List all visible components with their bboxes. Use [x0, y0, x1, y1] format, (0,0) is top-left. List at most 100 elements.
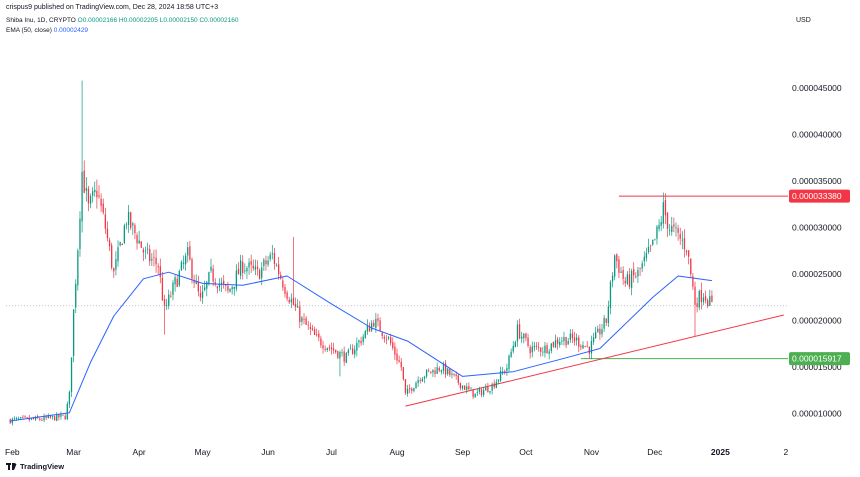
- candle-body: [567, 340, 569, 345]
- symbol-row[interactable]: Shiba Inu, 1D, CRYPTO O0.00002166 H0.000…: [6, 16, 239, 26]
- candle-body: [504, 371, 506, 373]
- candle-body: [472, 389, 474, 397]
- candle-body: [318, 333, 320, 338]
- candle-body: [206, 281, 208, 289]
- candle-body: [677, 228, 679, 233]
- candle-body: [155, 257, 157, 265]
- candle-body: [294, 303, 297, 307]
- candle-body: [590, 341, 593, 354]
- candle-body: [368, 325, 371, 332]
- tradingview-brand[interactable]: TradingView: [6, 462, 64, 471]
- candle-body: [91, 191, 94, 196]
- candle-body: [149, 249, 151, 262]
- candle-body: [89, 196, 92, 204]
- candle-body: [119, 242, 121, 246]
- candle-body: [575, 337, 578, 341]
- candle-body: [707, 300, 709, 307]
- candle-body: [476, 392, 478, 394]
- candle-body: [466, 386, 468, 390]
- candle-body: [597, 328, 599, 333]
- candle-body: [392, 342, 394, 348]
- candle-body: [523, 333, 525, 339]
- candle-body: [358, 340, 360, 343]
- candle-body: [261, 267, 263, 278]
- candle-body: [559, 341, 561, 346]
- candle-body: [140, 241, 142, 248]
- candle-body: [373, 322, 375, 327]
- candle-body: [28, 417, 30, 420]
- candle-body: [165, 305, 168, 307]
- candle-body: [305, 318, 307, 325]
- candle-body: [41, 419, 43, 421]
- x-tick-label: Nov: [584, 447, 600, 457]
- candle-body: [258, 269, 261, 280]
- candle-body: [326, 347, 328, 350]
- resistance-badge-bg: [789, 189, 850, 203]
- currency-label[interactable]: USD: [796, 17, 811, 24]
- candle-body: [49, 415, 52, 418]
- candle-body: [134, 225, 136, 234]
- candle-body: [698, 290, 700, 308]
- ema-row[interactable]: EMA (50, close) 0.00002429: [6, 26, 239, 36]
- y-tick-label: 0.000040000: [792, 130, 842, 140]
- candle-body: [592, 337, 595, 342]
- candle-body: [117, 247, 119, 262]
- y-tick-label: 0.000020000: [792, 316, 842, 326]
- candle-body: [493, 383, 495, 388]
- candle-body: [349, 348, 352, 350]
- candle-body: [533, 345, 536, 348]
- candle-body: [683, 238, 686, 250]
- brand-name: TradingView: [20, 462, 65, 471]
- candle-body: [98, 195, 100, 197]
- candle-body: [83, 170, 85, 193]
- candle-body: [299, 306, 301, 323]
- candle-body: [282, 280, 284, 288]
- candle-body: [548, 351, 550, 354]
- candle-body: [537, 346, 540, 348]
- candle-body: [605, 318, 607, 323]
- candle-body: [123, 225, 126, 243]
- candle-body: [569, 333, 571, 340]
- candle-body: [161, 277, 164, 301]
- candle-body: [354, 349, 356, 355]
- candle-body: [679, 233, 681, 239]
- candle-body: [216, 286, 219, 289]
- y-tick-label: 0.000025000: [792, 269, 842, 279]
- candle-body: [700, 290, 703, 302]
- tradingview-logo-icon: [6, 463, 17, 470]
- support-badge-bg: [789, 352, 850, 366]
- candle-body: [561, 340, 563, 342]
- candle-body: [586, 345, 588, 347]
- candle-body: [664, 200, 667, 216]
- candle-body: [130, 212, 132, 228]
- candle-body: [394, 346, 396, 355]
- candle-body: [267, 260, 269, 265]
- candle-body: [436, 367, 438, 374]
- candle-body: [702, 297, 705, 303]
- candle-body: [106, 228, 109, 239]
- candle-body: [654, 238, 656, 240]
- x-tick-label: May: [195, 447, 212, 457]
- ema-layer: [10, 271, 712, 422]
- candle-body: [187, 247, 189, 256]
- x-tick-label: Apr: [133, 447, 146, 457]
- candle-body: [292, 297, 295, 305]
- candle-body: [214, 282, 216, 285]
- candle-body: [601, 329, 603, 335]
- candle-body: [56, 414, 58, 421]
- candle-body: [578, 337, 580, 347]
- candle-body: [277, 264, 280, 275]
- candle-body: [339, 351, 341, 359]
- candle-body: [618, 259, 620, 273]
- candle-body: [60, 414, 62, 417]
- candle-body: [66, 403, 68, 420]
- candle-body: [455, 374, 457, 376]
- candle-body: [132, 223, 134, 226]
- candle-body: [611, 275, 614, 282]
- candle-body: [62, 414, 64, 416]
- candle-body: [649, 245, 652, 247]
- candle-body: [499, 371, 502, 381]
- candle-body: [485, 387, 487, 391]
- candle-body: [280, 274, 282, 279]
